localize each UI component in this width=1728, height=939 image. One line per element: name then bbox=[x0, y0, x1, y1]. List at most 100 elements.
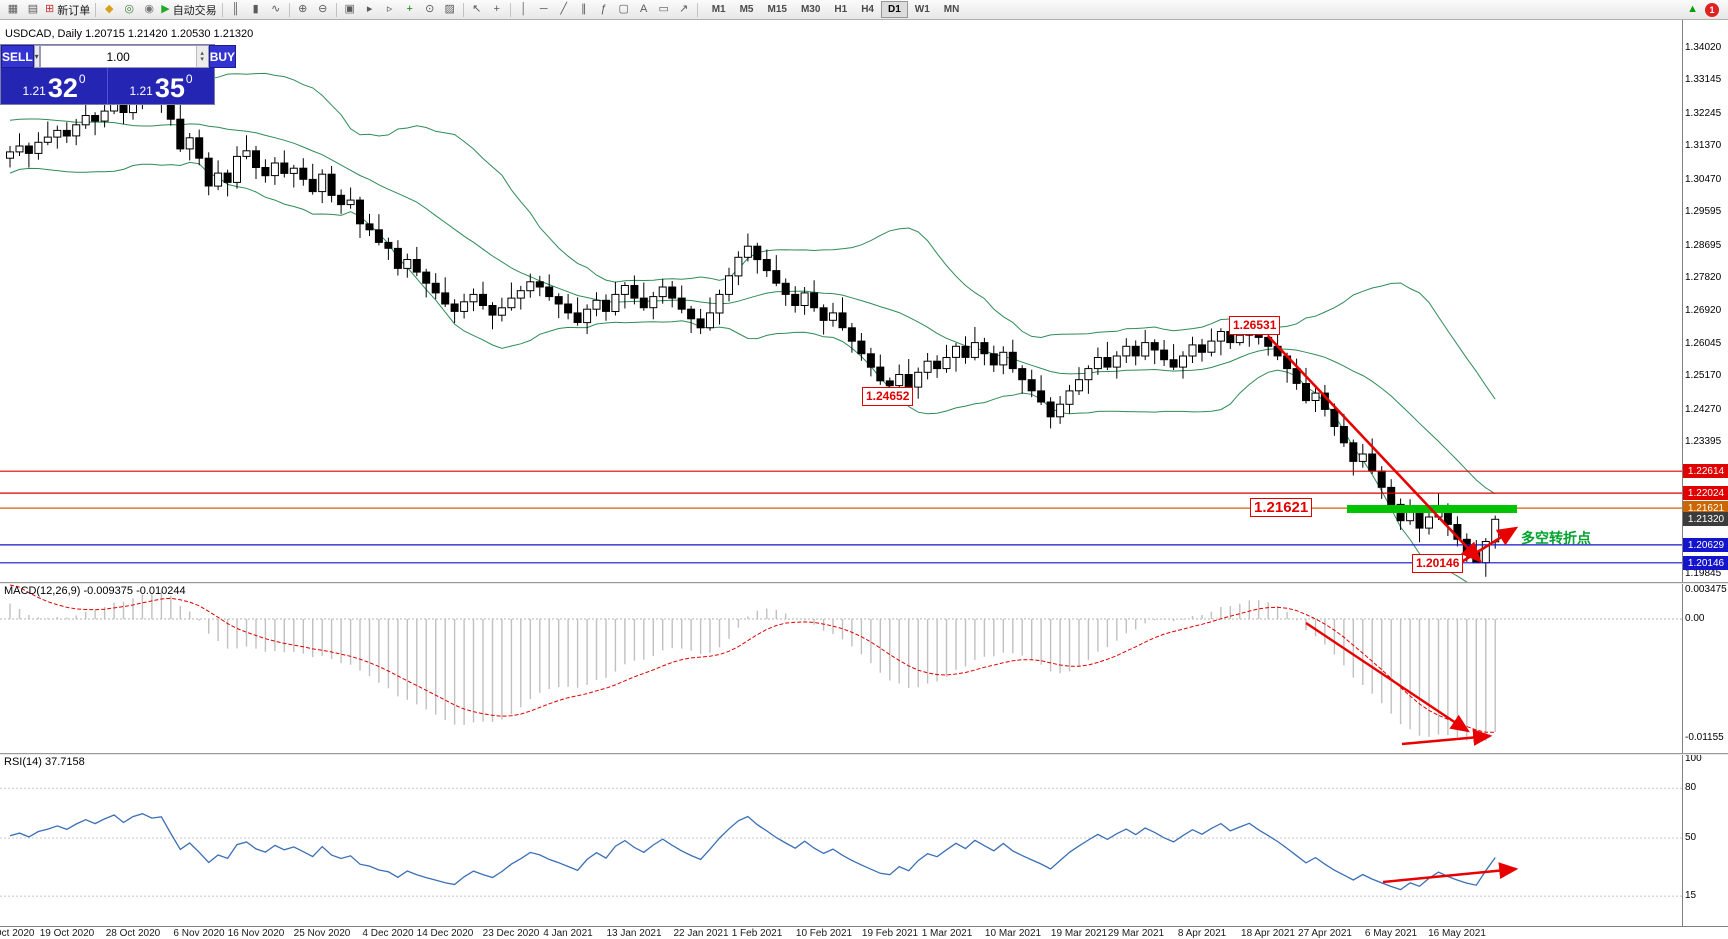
bollinger-middle-band bbox=[9, 118, 1496, 495]
toolbar-separator bbox=[462, 2, 464, 17]
trend-arrow[interactable] bbox=[1454, 526, 1519, 568]
bar-chart-icon: ║ bbox=[231, 3, 240, 15]
macd-trend-arrow[interactable] bbox=[1401, 729, 1493, 746]
indicators-icon[interactable]: + bbox=[400, 1, 420, 19]
date-label: 9 Oct 2020 bbox=[0, 928, 35, 939]
trendline-icon[interactable]: ╱ bbox=[554, 1, 574, 19]
text-icon[interactable]: A bbox=[634, 1, 654, 19]
metaeditor-icon[interactable]: ◆ bbox=[99, 1, 119, 19]
price-axis-label: 1.26045 bbox=[1685, 338, 1722, 349]
options-icon[interactable]: ◉ bbox=[139, 1, 159, 19]
charts-window-icon[interactable]: ▦ bbox=[3, 1, 23, 19]
price-axis-tag: 1.22024 bbox=[1683, 486, 1728, 500]
timeframe-w1[interactable]: W1 bbox=[914, 4, 930, 15]
date-label: 4 Dec 2020 bbox=[362, 928, 414, 939]
price-axis-label: 1.27820 bbox=[1685, 272, 1722, 283]
vertical-line-icon[interactable]: │ bbox=[514, 1, 534, 19]
timeframe-mn[interactable]: MN bbox=[943, 4, 960, 15]
ask-prefix: 1.21 bbox=[129, 84, 153, 98]
macd-label: MACD(12,26,9) -0.009375 -0.010244 bbox=[4, 585, 186, 597]
main-chart-plot[interactable] bbox=[0, 20, 1682, 582]
channel-icon[interactable]: ∥ bbox=[574, 1, 594, 19]
volume-input[interactable] bbox=[40, 46, 196, 67]
cursor-icon: ↖ bbox=[472, 3, 482, 15]
volume-spinner[interactable]: ▴ ▾ bbox=[195, 46, 208, 67]
date-label: 27 Apr 2021 bbox=[1298, 928, 1352, 939]
date-label: 23 Dec 2020 bbox=[482, 928, 540, 939]
arrows-icon[interactable]: ↗ bbox=[674, 1, 694, 19]
trend-arrow[interactable] bbox=[1267, 335, 1482, 563]
date-label: 10 Mar 2021 bbox=[984, 928, 1042, 939]
crosshair-icon: + bbox=[493, 3, 500, 15]
bid-price[interactable]: 1.21 32 0 bbox=[1, 68, 107, 104]
tick-chart-icon[interactable]: ▤ bbox=[23, 1, 43, 19]
strategy-tester-icon: ◎ bbox=[124, 3, 135, 15]
timeframe-m15[interactable]: M15 bbox=[767, 4, 787, 15]
main-chart-panel[interactable]: USDCAD, Daily 1.20715 1.21420 1.20530 1.… bbox=[0, 20, 1682, 582]
timeframe-m1[interactable]: M1 bbox=[711, 4, 726, 15]
indicators-icon: + bbox=[406, 3, 413, 15]
trendline-icon: ╱ bbox=[560, 3, 567, 15]
fibonacci-icon[interactable]: ƒ bbox=[594, 1, 614, 19]
price-axis-label: 1.32245 bbox=[1685, 108, 1722, 119]
crosshair-icon[interactable]: + bbox=[487, 1, 507, 19]
rsi-trend-arrow[interactable] bbox=[1382, 862, 1519, 884]
bar-chart-icon[interactable]: ║ bbox=[226, 1, 246, 19]
spinner-up-icon[interactable]: ▴ bbox=[200, 49, 204, 57]
zoom-in-icon[interactable]: ⊕ bbox=[293, 1, 313, 19]
timeframe-m30[interactable]: M30 bbox=[800, 4, 821, 15]
autotrading-button[interactable]: ▶ 自动交易 bbox=[159, 1, 218, 19]
timeframe-h1[interactable]: H1 bbox=[834, 4, 848, 15]
volume-field: ▴ ▾ bbox=[39, 45, 209, 68]
macd-histogram bbox=[9, 591, 1496, 745]
toolbar-separator bbox=[288, 2, 290, 17]
turning-point-label: 多空转折点 bbox=[1521, 530, 1591, 546]
candlestick-chart-icon[interactable]: ▮ bbox=[246, 1, 266, 19]
panel-divider[interactable] bbox=[0, 582, 1728, 584]
periods-icon[interactable]: ⊙ bbox=[420, 1, 440, 19]
price-axis-label: 1.25170 bbox=[1685, 370, 1722, 381]
date-label: 14 Dec 2020 bbox=[416, 928, 474, 939]
order-dropdown-icon[interactable]: ▾ bbox=[33, 45, 40, 68]
text-label-icon[interactable]: ▭ bbox=[654, 1, 674, 19]
market-alert-icon[interactable]: ▲ bbox=[1687, 3, 1698, 15]
rsi-plot bbox=[0, 787, 1682, 897]
auto-scroll-icon[interactable]: ▸ bbox=[360, 1, 380, 19]
timeframe-h4[interactable]: H4 bbox=[861, 4, 874, 15]
price-axis-label: 1.30470 bbox=[1685, 174, 1722, 185]
toolbar-separator bbox=[335, 2, 337, 17]
fibonacci-icon: ƒ bbox=[600, 3, 607, 15]
strategy-tester-icon[interactable]: ◎ bbox=[119, 1, 139, 19]
cursor-icon[interactable]: ↖ bbox=[467, 1, 487, 19]
timeframe-m5[interactable]: M5 bbox=[739, 4, 754, 15]
price-axis[interactable]: 1.34020 1.33145 1.32245 1.31370 1.30470 1.295… bbox=[1682, 20, 1728, 926]
timeframe-d1[interactable]: D1 bbox=[881, 1, 908, 18]
ask-price[interactable]: 1.21 35 0 bbox=[107, 68, 214, 104]
date-label: 18 Apr 2021 bbox=[1241, 928, 1295, 939]
horizontal-line-icon[interactable]: ─ bbox=[534, 1, 554, 19]
time-axis[interactable]: 9 Oct 2020 19 Oct 2020 28 Oct 2020 6 Nov 20… bbox=[0, 926, 1728, 939]
notifications-badge[interactable]: 1 bbox=[1705, 2, 1719, 17]
zoom-out-icon: ⊖ bbox=[318, 3, 328, 15]
templates-icon[interactable]: ▨ bbox=[440, 1, 460, 19]
panel-divider[interactable] bbox=[0, 753, 1728, 755]
rsi-panel[interactable]: RSI(14) 37.7158 bbox=[0, 753, 1682, 926]
new-order-button-label: 新订单 bbox=[57, 4, 91, 17]
buy-button[interactable]: BUY bbox=[208, 45, 237, 68]
spinner-down-icon[interactable]: ▾ bbox=[200, 55, 204, 63]
sell-button[interactable]: SELL bbox=[1, 45, 34, 68]
text-icon: A bbox=[640, 3, 648, 15]
shapes-icon[interactable]: ▢ bbox=[614, 1, 634, 19]
macd-trend-arrow[interactable] bbox=[1305, 622, 1470, 733]
chart-shift-icon: ▹ bbox=[386, 3, 393, 15]
tile-windows-icon[interactable]: ▣ bbox=[340, 1, 360, 19]
price-axis-label: 1.23395 bbox=[1685, 436, 1722, 447]
macd-panel[interactable]: MACD(12,26,9) -0.009375 -0.010244 bbox=[0, 582, 1682, 753]
chart-shift-icon[interactable]: ▹ bbox=[380, 1, 400, 19]
new-order-button[interactable]: ⊞ 新订单 bbox=[43, 1, 92, 19]
zoom-out-icon[interactable]: ⊖ bbox=[313, 1, 333, 19]
line-chart-icon[interactable]: ∿ bbox=[266, 1, 286, 19]
shapes-icon: ▢ bbox=[618, 3, 629, 15]
price-axis-label: 1.31370 bbox=[1685, 140, 1722, 151]
price-axis-label: 1.34020 bbox=[1685, 42, 1722, 53]
